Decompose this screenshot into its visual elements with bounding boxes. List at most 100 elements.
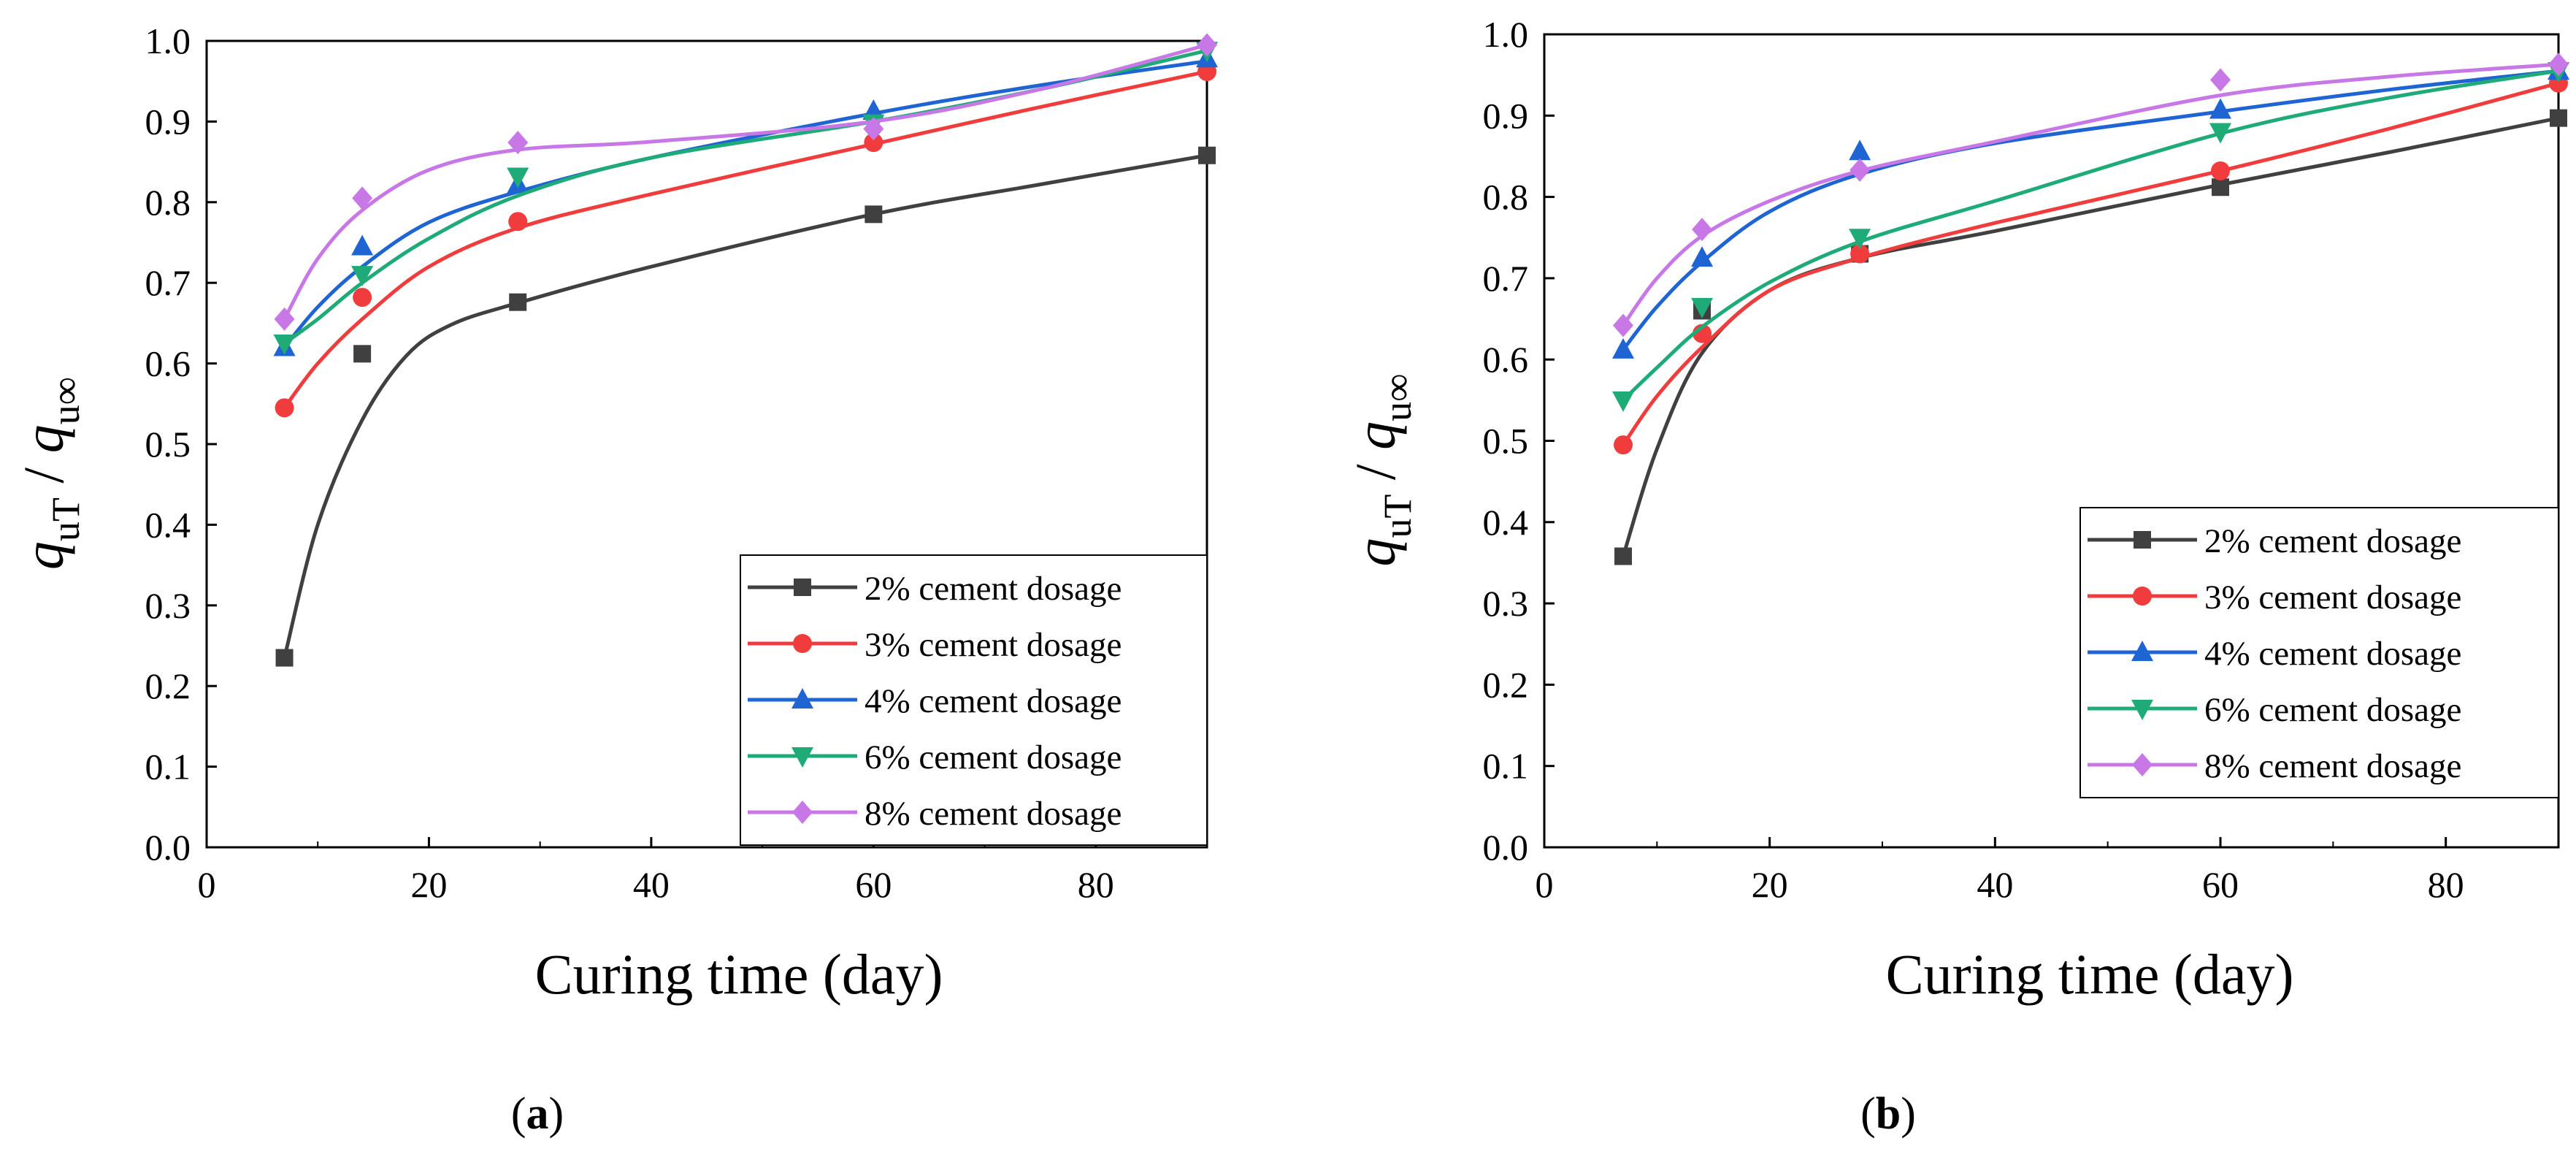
data-point	[1849, 229, 1871, 250]
y-axis-title: quT / qu∞	[1343, 373, 1419, 566]
legend-marker	[791, 688, 813, 709]
data-point	[1613, 313, 1634, 337]
data-point	[863, 117, 884, 141]
y-tick-label: 0.6	[145, 343, 191, 384]
fit-curve	[283, 48, 1208, 345]
legend-marker	[794, 578, 811, 596]
y-tick-label: 0.1	[145, 746, 191, 787]
data-point	[274, 307, 295, 331]
y-tick-label: 0.5	[1483, 421, 1529, 462]
panel-label: (b)	[1860, 1089, 1916, 1139]
data-point	[353, 345, 372, 363]
x-tick-label: 80	[1078, 864, 1114, 905]
series-2	[273, 47, 1218, 356]
series-3	[273, 42, 1218, 355]
series-1	[1614, 73, 2568, 455]
legend-label: 6% cement dosage	[2204, 691, 2461, 729]
fit-curve	[283, 69, 1208, 409]
y-tick-label: 0.4	[1483, 502, 1529, 543]
data-point	[275, 649, 294, 667]
legend-label: 2% cement dosage	[2204, 522, 2461, 560]
fit-curve	[283, 59, 1208, 349]
x-tick-label: 60	[855, 864, 892, 905]
y-tick-label: 0.3	[145, 585, 191, 626]
fit-curve	[283, 43, 1208, 321]
data-point	[2550, 109, 2567, 127]
legend-marker	[793, 634, 812, 653]
data-point	[352, 186, 373, 210]
legend-label: 8% cement dosage	[865, 795, 1122, 833]
data-point	[1849, 158, 1871, 182]
data-point	[1612, 337, 1635, 359]
x-tick-label: 40	[633, 864, 670, 905]
legend-label: 2% cement dosage	[865, 570, 1122, 608]
data-point	[275, 398, 294, 418]
data-point	[273, 335, 296, 355]
y-tick-label: 0.7	[1483, 258, 1529, 299]
x-tick-label: 80	[2428, 864, 2464, 905]
data-point	[2210, 68, 2231, 92]
x-axis-title: Curing time (day)	[1886, 942, 2294, 1006]
y-axis-title: quT / qu∞	[12, 377, 88, 570]
y-tick-label: 0.7	[145, 262, 191, 303]
y-tick-label: 0.5	[145, 424, 191, 465]
y-tick-label: 0.2	[1483, 664, 1529, 705]
y-tick-label: 0.9	[1483, 95, 1529, 136]
x-tick-label: 40	[1977, 864, 2013, 905]
y-tick-label: 1.0	[1483, 14, 1529, 55]
series-4	[1613, 53, 2569, 337]
legend-marker	[791, 747, 813, 768]
panel-label: (a)	[511, 1089, 564, 1139]
data-point	[351, 266, 374, 287]
data-point	[507, 131, 529, 155]
fit-curve	[1622, 69, 2559, 402]
series-0	[275, 146, 1216, 667]
series-0	[1614, 109, 2567, 565]
data-point	[1614, 547, 1633, 565]
data-point	[2209, 123, 2231, 144]
data-point	[1614, 435, 1633, 455]
data-point	[351, 234, 374, 256]
data-point	[509, 293, 527, 311]
legend-marker	[792, 801, 813, 824]
legend-marker	[2133, 587, 2152, 606]
fit-curve	[283, 153, 1208, 659]
legend: 2% cement dosage 3% cement dosage 4% cemen…	[2079, 507, 2559, 798]
y-tick-label: 0.0	[145, 827, 191, 868]
x-axis-title: Curing time (day)	[535, 942, 943, 1006]
data-point	[1849, 140, 1871, 161]
data-point	[353, 288, 372, 308]
y-tick-label: 0.0	[1483, 827, 1529, 868]
fit-curve	[1621, 81, 2559, 446]
legend-label: 3% cement dosage	[2204, 578, 2461, 616]
data-point	[865, 205, 883, 224]
data-point	[507, 167, 529, 188]
y-tick-label: 0.3	[1483, 583, 1529, 624]
legend-label: 8% cement dosage	[2204, 747, 2461, 785]
data-point	[1691, 297, 1714, 318]
data-point	[1197, 33, 1217, 57]
y-tick-label: 0.2	[145, 665, 191, 706]
x-tick-label: 20	[1752, 864, 1788, 905]
legend: 2% cement dosage 3% cement dosage 4% cemen…	[740, 554, 1208, 846]
legend-label: 3% cement dosage	[865, 626, 1122, 664]
data-point	[2212, 178, 2229, 196]
legend-label: 4% cement dosage	[2204, 635, 2461, 673]
y-tick-label: 0.9	[145, 101, 191, 142]
x-tick-label: 20	[410, 864, 447, 905]
chart-panel-b: 0 20 40 60 80 0.0 0.1 0.2 0.3 0.4 0.5 0.6 0.7 0.8 0.9 1…	[1343, 14, 2569, 1006]
x-tick-label: 60	[2202, 864, 2239, 905]
legend-marker	[2131, 700, 2153, 720]
data-point	[1850, 244, 1870, 264]
y-tick-label: 0.4	[145, 504, 191, 545]
data-point	[508, 212, 528, 232]
data-point	[1692, 218, 1713, 242]
chart-panel-a: 0 20 40 60 80 0.0 0.1 0.2 0.3 0.4 0.5 0.6 0.7 0.8 0.9 1…	[12, 20, 1218, 1006]
y-tick-label: 0.1	[1483, 746, 1529, 787]
y-tick-label: 0.8	[145, 182, 191, 223]
x-tick-label: 0	[198, 864, 216, 905]
data-point	[1612, 391, 1635, 412]
legend-marker	[2132, 753, 2153, 776]
data-point	[1198, 146, 1216, 164]
